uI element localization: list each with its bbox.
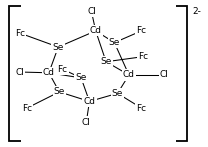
Text: Se: Se [100, 57, 112, 66]
Text: Se: Se [112, 89, 123, 98]
Text: Cl: Cl [15, 67, 24, 77]
Text: Cd: Cd [90, 26, 102, 35]
Text: Cd: Cd [123, 70, 135, 80]
Text: Cl: Cl [82, 117, 91, 127]
Text: Fc: Fc [136, 103, 146, 113]
Text: Cd: Cd [83, 97, 95, 106]
Text: Se: Se [54, 87, 65, 96]
Text: Fc: Fc [139, 52, 149, 61]
Text: Fc: Fc [136, 26, 146, 35]
Text: Fc: Fc [57, 65, 67, 74]
Text: Fc: Fc [15, 29, 25, 38]
Text: Cl: Cl [160, 70, 169, 80]
Text: Fc: Fc [22, 103, 32, 113]
Text: Cd: Cd [43, 68, 55, 77]
Text: Se: Se [76, 73, 87, 82]
Text: Cl: Cl [87, 7, 96, 16]
Text: 2-: 2- [192, 7, 201, 16]
Text: Se: Se [109, 38, 120, 47]
Text: Se: Se [53, 42, 64, 52]
